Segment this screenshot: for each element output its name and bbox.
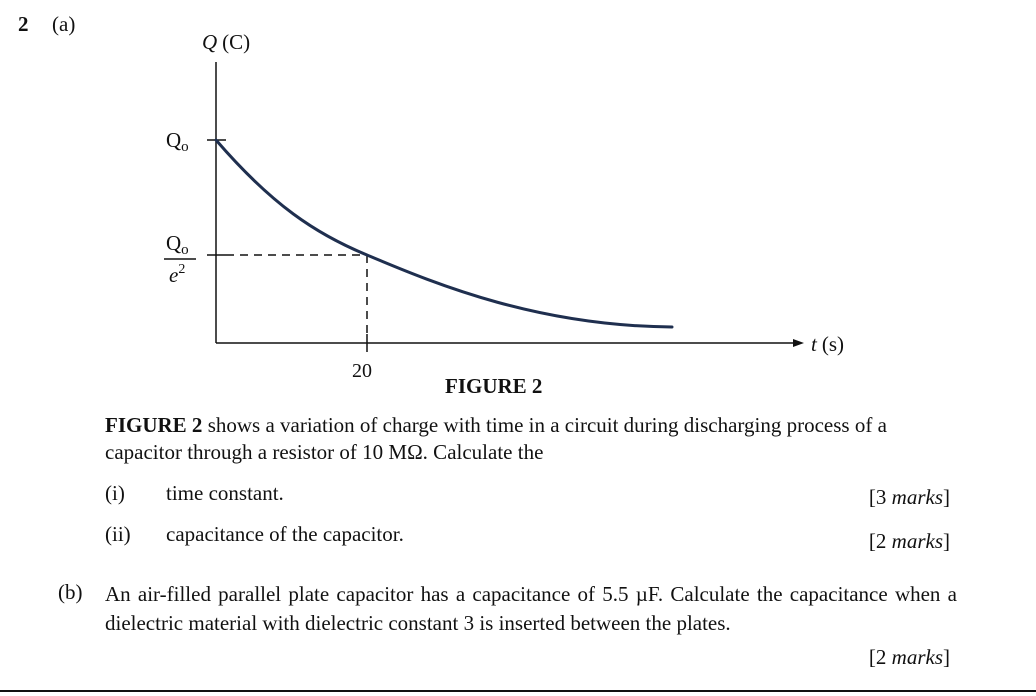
- decay-curve: [214, 138, 674, 329]
- svg-text:Qo: Qo: [166, 231, 189, 258]
- bottom-rule: [0, 690, 1036, 692]
- y-tick-q0-label: Qo: [166, 128, 189, 155]
- question-number: 2: [18, 12, 29, 36]
- sub-item-i-label: (i): [105, 481, 125, 505]
- sub-item-ii-text: capacitance of the capacitor.: [166, 522, 404, 546]
- description-bold: FIGURE 2: [105, 413, 203, 437]
- description-text: shows a variation of charge with time in…: [105, 413, 887, 464]
- y-axis-label: Q (C): [202, 30, 250, 54]
- sub-item-i-marks: [3 marks]: [868, 485, 950, 509]
- figure-description: FIGURE 2 shows a variation of charge wit…: [105, 412, 965, 466]
- x-axis-arrowhead: [793, 339, 804, 347]
- discharge-graph: Q (C) Qo Qo e2 20 t (s): [164, 30, 844, 382]
- part-b-text: An air-filled parallel plate capacitor h…: [105, 582, 957, 635]
- part-a-label: (a): [52, 12, 76, 36]
- sub-item-ii-marks: [2 marks]: [868, 529, 950, 553]
- figure-caption: FIGURE 2: [445, 374, 543, 398]
- y-tick-fraction-label: Qo e2: [164, 231, 196, 287]
- part-b-label: (b): [58, 580, 83, 604]
- sub-item-ii-label: (ii): [105, 522, 131, 546]
- part-b-marks: [2 marks]: [868, 645, 950, 669]
- x-tick-20-label: 20: [352, 360, 372, 382]
- svg-text:e2: e2: [169, 262, 185, 287]
- sub-item-i-text: time constant.: [166, 481, 284, 505]
- x-axis-label: t (s): [811, 332, 844, 356]
